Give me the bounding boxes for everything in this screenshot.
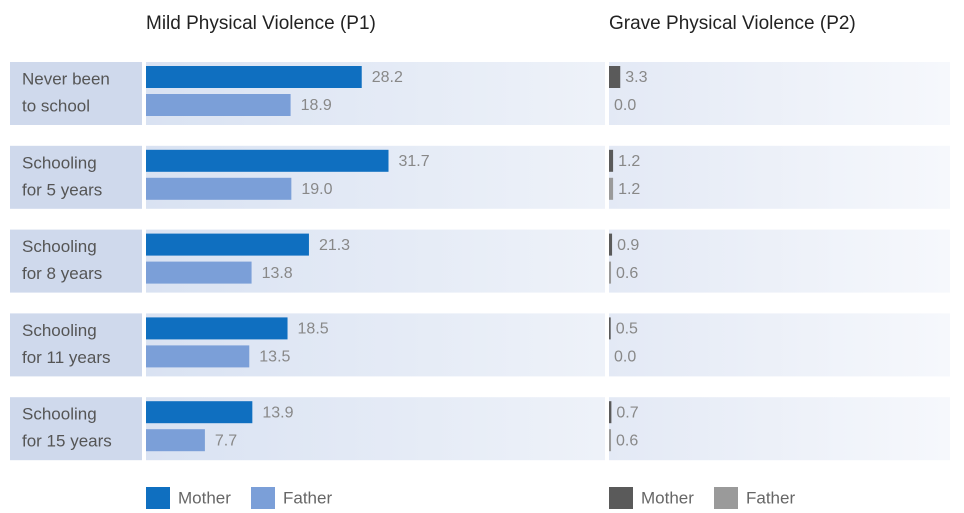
row-label: for 8 years	[22, 264, 102, 283]
row-label: Schooling	[22, 153, 97, 172]
legend-label: Father	[746, 488, 795, 507]
value-label: 0.0	[614, 349, 636, 366]
row-label: for 5 years	[22, 180, 102, 199]
row-background	[609, 229, 950, 293]
value-label: 31.7	[399, 153, 430, 170]
value-label: 13.9	[262, 404, 293, 421]
value-label: 0.7	[616, 404, 638, 421]
value-label: 18.9	[301, 97, 332, 114]
row-background	[609, 397, 950, 461]
panel-title: Mild Physical Violence (P1)	[146, 13, 376, 34]
row-label-cell	[10, 229, 142, 293]
row-label: for 11 years	[22, 348, 111, 367]
value-label: 0.6	[616, 432, 638, 449]
value-label: 13.5	[259, 349, 290, 366]
bar	[609, 149, 614, 172]
bar	[146, 429, 205, 452]
value-label: 13.8	[262, 265, 293, 282]
row-background	[609, 313, 950, 377]
value-label: 0.6	[616, 265, 638, 282]
bar	[146, 345, 250, 368]
legend-label: Father	[283, 488, 332, 507]
row-label: for 15 years	[22, 432, 112, 451]
legend-swatch	[714, 487, 738, 509]
value-label: 19.0	[301, 181, 332, 198]
legend-swatch	[251, 487, 275, 509]
value-label: 1.2	[618, 153, 640, 170]
row-background	[609, 145, 950, 209]
row-label-cell	[10, 397, 142, 461]
bar	[609, 429, 612, 452]
value-label: 21.3	[319, 237, 350, 254]
bar	[609, 66, 621, 88]
legend-label: Mother	[178, 488, 231, 507]
bar	[609, 233, 613, 256]
value-label: 1.2	[618, 181, 640, 198]
legend-label: Mother	[641, 488, 694, 507]
bar	[146, 94, 291, 116]
bar	[609, 401, 612, 424]
bar	[146, 66, 362, 88]
bar	[609, 177, 614, 200]
bar	[146, 233, 309, 256]
bar	[609, 261, 612, 284]
bar	[146, 177, 292, 200]
row-label: to school	[22, 96, 90, 115]
row-label-cell	[10, 145, 142, 209]
value-label: 0.0	[614, 97, 636, 114]
value-label: 0.9	[617, 237, 639, 254]
value-label: 3.3	[625, 69, 647, 86]
bar	[146, 261, 252, 284]
row-label: Schooling	[22, 237, 97, 256]
row-label-cell	[10, 313, 142, 377]
value-label: 0.5	[616, 321, 638, 338]
panel-title: Grave Physical Violence (P2)	[609, 13, 856, 34]
legend-swatch	[146, 487, 170, 509]
bar	[146, 317, 288, 340]
value-label: 28.2	[372, 69, 403, 86]
value-label: 18.5	[298, 321, 329, 338]
bar	[146, 149, 389, 172]
row-label: Schooling	[22, 321, 97, 340]
bar	[609, 317, 611, 340]
legend-swatch	[609, 487, 633, 509]
row-label: Schooling	[22, 405, 97, 424]
row-label-cell	[10, 62, 142, 125]
value-label: 7.7	[215, 432, 237, 449]
row-label: Never been	[22, 69, 110, 88]
row-background	[609, 62, 950, 125]
bar	[146, 401, 253, 424]
